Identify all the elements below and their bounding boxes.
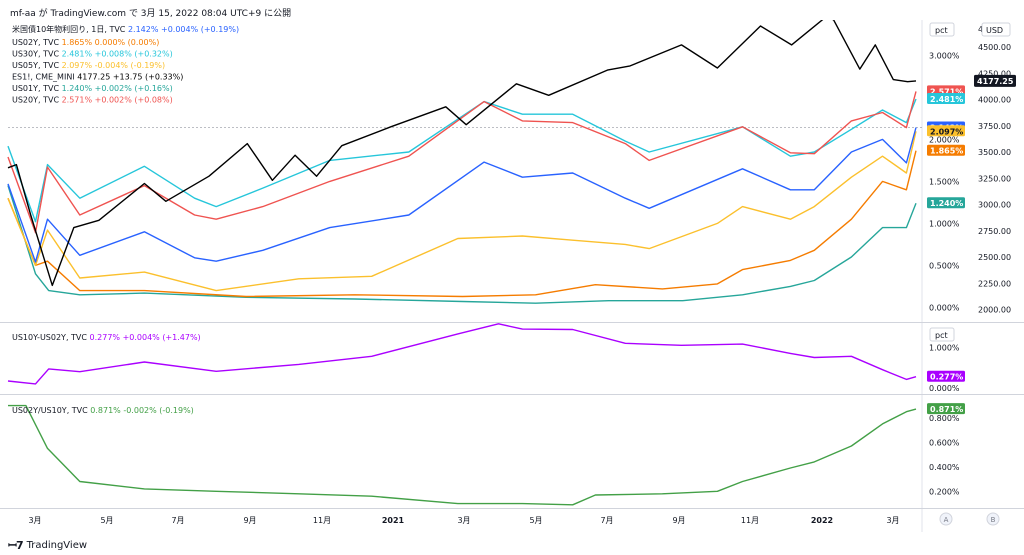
series-line-us05y [7, 131, 917, 292]
ratio-badge-text: 0.871% [930, 405, 963, 414]
time-tick-label: 3月 [28, 516, 41, 525]
series-line-us01y [7, 185, 917, 304]
last-value-badge: 2.097% [927, 125, 965, 137]
pane3-value: 0.871% -0.002% (-0.19%) [90, 406, 194, 415]
last-value-badge: 1.240% [927, 197, 965, 209]
pct-button-label: pct [935, 26, 948, 35]
time-tick-label: 2021 [382, 516, 405, 525]
series-line-us20y [7, 91, 917, 234]
time-tick-label: 7月 [600, 516, 613, 525]
spread-badge-bg [927, 370, 965, 382]
pane2-title: US10Y-US02Y, TVC 0.277% +0.004% (+1.47%) [12, 333, 201, 342]
usd-tick-label: 4250.00 [978, 69, 1011, 78]
currency-button[interactable] [981, 22, 1011, 37]
pct-tick-label: 1.500% [929, 177, 960, 186]
usd-tick-label: 2750.00 [978, 227, 1011, 236]
currency-button-label: USD [986, 26, 1003, 35]
usd-tick-label: 2500.00 [978, 253, 1011, 262]
usd-tick-label: 4000.00 [978, 96, 1011, 105]
legend-value: 1.240% +0.002% (+0.16%) [62, 84, 173, 93]
spread-badge-text: 0.277% [930, 373, 963, 382]
usd-tick-label: 2250.00 [978, 279, 1011, 288]
legend-entry: US05Y, TVC 2.097% -0.004% (-0.19%) [12, 61, 165, 70]
publish-header: mf-aa が TradingView.com で 3月 15, 2022 08… [10, 9, 292, 19]
pct-tick-label: 3.000% [929, 51, 960, 60]
series-line-us30y [7, 98, 917, 223]
time-tick-label: 3月 [886, 516, 899, 525]
badge-bg [927, 197, 965, 209]
badge-text: 1.240% [930, 199, 963, 208]
time-tick-label: 9月 [243, 516, 256, 525]
usd-tick-label: 3250.00 [978, 174, 1011, 183]
scale-button-a[interactable] [939, 512, 953, 526]
ratio-tick-label: 0.600% [929, 438, 960, 447]
legend-entry: US02Y, TVC 1.865% 0.000% (0.00%) [12, 38, 159, 47]
usd-tick-label: 2000.00 [978, 306, 1011, 315]
brand-footer[interactable]: ꟷ7 TradingView [8, 538, 87, 553]
ratio-tick-label: 0.200% [929, 487, 960, 496]
pane1-title: 米国債10年物利回り, 1日, TVC 2.142% +0.004% (+0.1… [12, 24, 239, 34]
badge-bg [927, 144, 965, 156]
badge-text: 2.571% [930, 87, 963, 96]
pct-tick-label: 0.500% [929, 261, 960, 270]
chart-frame[interactable]: 3.000%2.500%2.000%1.500%1.000%0.500%0.00… [0, 20, 1024, 532]
spread-tick-label: 1.000% [929, 343, 960, 352]
ratio-tick-label: 0.400% [929, 463, 960, 472]
pane2-value: 0.277% +0.004% (+1.47%) [90, 333, 201, 342]
legend-value: 2.571% +0.002% (+0.08%) [62, 96, 173, 105]
brand-name: TradingView [26, 540, 88, 551]
price-badge-bg [974, 74, 1016, 87]
price-badge-text: 4177.25 [977, 77, 1014, 86]
time-tick-label: 5月 [100, 516, 113, 525]
usd-tick-label: 3000.00 [978, 201, 1011, 210]
scale-button-label: A [944, 516, 949, 524]
legend-value: 2.097% -0.004% (-0.19%) [62, 61, 166, 70]
time-tick-label: 7月 [171, 516, 184, 525]
usd-tick-label: 3750.00 [978, 122, 1011, 131]
badge-bg [927, 125, 965, 137]
legend-value: 4177.25 +13.75 (+0.33%) [77, 73, 183, 82]
tradingview-logo-icon: ꟷ7 [8, 539, 24, 552]
time-tick-label: 2022 [811, 516, 833, 525]
series-line-us10y [7, 127, 917, 263]
pct-button[interactable] [929, 22, 955, 37]
last-value-badge: 2.481% [927, 92, 965, 104]
legend-entry: US30Y, TVC 2.481% +0.008% (+0.32%) [12, 50, 173, 59]
legend-entry: US20Y, TVC 2.571% +0.002% (+0.08%) [12, 96, 173, 105]
last-value-badge: 1.865% [927, 144, 965, 156]
legend-value: 1.865% 0.000% (0.00%) [62, 38, 160, 47]
legend-value: 2.481% +0.008% (+0.32%) [62, 50, 173, 59]
usd-tick-label: 3500.00 [978, 148, 1011, 157]
spread-tick-label: 0.000% [929, 384, 960, 393]
pct-tick-label: 2.000% [929, 135, 960, 144]
pct-tick-label: 1.000% [929, 219, 960, 228]
time-tick-label: 3月 [457, 516, 470, 525]
badge-text: 2.097% [930, 127, 963, 136]
series-line-ratio [8, 404, 917, 506]
badge-text: 1.865% [930, 147, 963, 156]
pct-tick-label: 0.000% [929, 303, 960, 312]
legend-entry: ES1!, CME_MINI 4177.25 +13.75 (+0.33%) [12, 73, 183, 82]
series-line-spread [7, 323, 917, 385]
scale-button-b[interactable] [986, 512, 1000, 526]
ratio-badge-bg [927, 403, 965, 415]
legend-entry: US01Y, TVC 1.240% +0.002% (+0.16%) [12, 84, 173, 93]
time-tick-label: 5月 [529, 516, 542, 525]
ratio-tick-label: 0.800% [929, 414, 960, 423]
usd-tick-label: 4500.00 [978, 43, 1011, 52]
scale-button-label: B [991, 516, 996, 524]
badge-text: 2.481% [930, 95, 963, 104]
time-tick-label: 11月 [741, 516, 759, 525]
series-line-us02y [7, 150, 917, 298]
time-tick-label: 9月 [672, 516, 685, 525]
pane1-title-value: 2.142% +0.004% (+0.19%) [128, 25, 239, 34]
series-line-es1 [7, 20, 917, 287]
usd-axis-top: 4 [978, 25, 983, 34]
pane2-pct-button[interactable] [929, 327, 955, 342]
time-tick-label: 11月 [313, 516, 331, 525]
pane2-pct-label: pct [935, 331, 948, 340]
pane3-title: US02Y/US10Y, TVC 0.871% -0.002% (-0.19%) [12, 406, 194, 415]
badge-bg [927, 92, 965, 104]
